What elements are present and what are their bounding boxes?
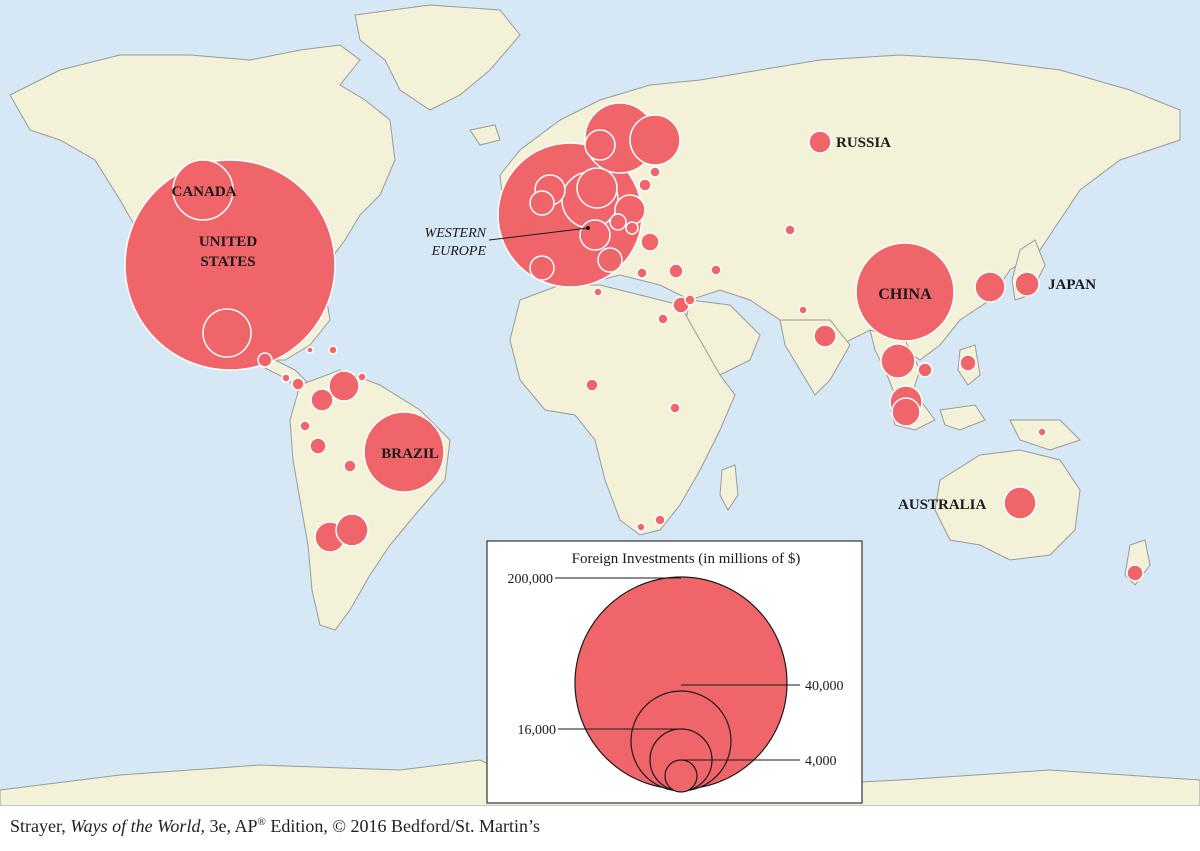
bubble-venezuela — [328, 370, 360, 402]
bubble-korea — [974, 271, 1006, 303]
legend-label-200000: 200,000 — [508, 572, 554, 587]
bubble-europe-p — [649, 166, 661, 178]
bubble-small-7 — [585, 378, 599, 392]
bubble-philippines — [959, 354, 977, 372]
bubble-new-zealand — [1126, 564, 1144, 582]
western-europe-leader-dot — [586, 226, 590, 230]
bubble-europe-b — [629, 114, 681, 166]
bubble-united-states — [124, 159, 336, 371]
bubble-small-13 — [684, 294, 696, 306]
bubble-small-5 — [357, 372, 367, 382]
africa — [509, 284, 736, 536]
bubble-vietnam — [917, 362, 933, 378]
legend-label-40000: 40,000 — [805, 679, 844, 694]
bubble-europe-j — [597, 247, 623, 273]
credit-reg: ® — [257, 816, 266, 828]
bubble-small-2 — [299, 420, 311, 432]
investment-bubbles — [124, 102, 1144, 582]
bubble-small-15 — [306, 346, 314, 354]
bubble-argentina — [335, 513, 369, 547]
bubble-thailand — [880, 343, 916, 379]
label-russia: RUSSIA — [836, 135, 891, 151]
bubble-small-8 — [669, 402, 681, 414]
credit-edition: 3e, AP — [209, 816, 258, 836]
bubble-europe-k — [640, 232, 660, 252]
iceland — [469, 124, 501, 146]
credit-rest: Edition, © 2016 Bedford/St. Martin’s — [270, 816, 540, 836]
bubble-mexico — [257, 352, 273, 368]
label-united-states-line1: UNITED — [199, 234, 258, 250]
bubble-turkey — [668, 263, 684, 279]
map-svg: CANADA UNITED STATES BRAZIL RUSSIA CHINA… — [0, 0, 1200, 807]
bubble-russia — [808, 130, 832, 154]
western-europe-leader — [488, 227, 589, 241]
bubble-small-3 — [343, 459, 357, 473]
bubble-europe-e — [576, 167, 618, 209]
bubble-caucasus — [710, 264, 722, 276]
bubble-europe-m — [625, 221, 639, 235]
label-canada: CANADA — [172, 184, 237, 200]
label-united-states-line2: STATES — [200, 254, 255, 270]
legend-label-16000: 16,000 — [518, 723, 557, 738]
bubble-china — [855, 242, 955, 342]
bubble-europe-o — [638, 178, 652, 192]
bubble-malaysia — [891, 397, 921, 427]
bubble-europe-n — [529, 255, 555, 281]
bubble-us-inner — [202, 308, 252, 358]
legend-circle-4000 — [664, 759, 698, 793]
label-western-europe-line2: EUROPE — [431, 244, 487, 259]
indonesia-2 — [939, 404, 986, 431]
credit-book: Ways of the World, — [70, 816, 205, 836]
bubble-small-12 — [1037, 427, 1047, 437]
label-japan: JAPAN — [1048, 277, 1096, 293]
bubble-small-6 — [593, 287, 603, 297]
bubble-japan — [1014, 271, 1040, 297]
bubble-small-11 — [798, 305, 808, 315]
bubble-peru — [309, 437, 327, 455]
label-western-europe-line1: WESTERN — [425, 226, 487, 241]
bubble-greece — [636, 267, 648, 279]
bubble-small-1 — [291, 377, 305, 391]
bubble-europe-c — [584, 129, 616, 161]
bubble-small-10 — [636, 522, 646, 532]
bubble-europe-i — [579, 219, 611, 251]
label-brazil: BRAZIL — [381, 446, 439, 462]
bubble-small-14 — [328, 345, 338, 355]
legend-label-4000: 4,000 — [805, 754, 837, 769]
credit-author: Strayer, — [10, 816, 66, 836]
label-china: CHINA — [878, 286, 932, 303]
credit-line: Strayer, Ways of the World, 3e, AP® Edit… — [10, 816, 540, 837]
bubble-colombia — [310, 388, 334, 412]
legend-title: Foreign Investments (in millions of $) — [572, 551, 801, 567]
label-australia: AUSTRALIA — [898, 497, 987, 513]
bubble-small-4 — [281, 373, 291, 383]
bubble-australia — [1003, 486, 1037, 520]
madagascar — [719, 464, 739, 511]
bubble-egypt — [657, 313, 669, 325]
bubble-europe-l — [609, 213, 627, 231]
bubble-canada — [172, 159, 234, 221]
legend: Foreign Investments (in millions of $) 2… — [486, 540, 863, 804]
bubble-europe-g — [529, 190, 555, 216]
world-map: CANADA UNITED STATES BRAZIL RUSSIA CHINA… — [0, 0, 1200, 807]
bubble-kazakhstan — [784, 224, 796, 236]
bubble-brazil — [363, 411, 445, 493]
greenland — [354, 4, 521, 111]
bubble-india — [813, 324, 837, 348]
bubble-small-9 — [654, 514, 666, 526]
